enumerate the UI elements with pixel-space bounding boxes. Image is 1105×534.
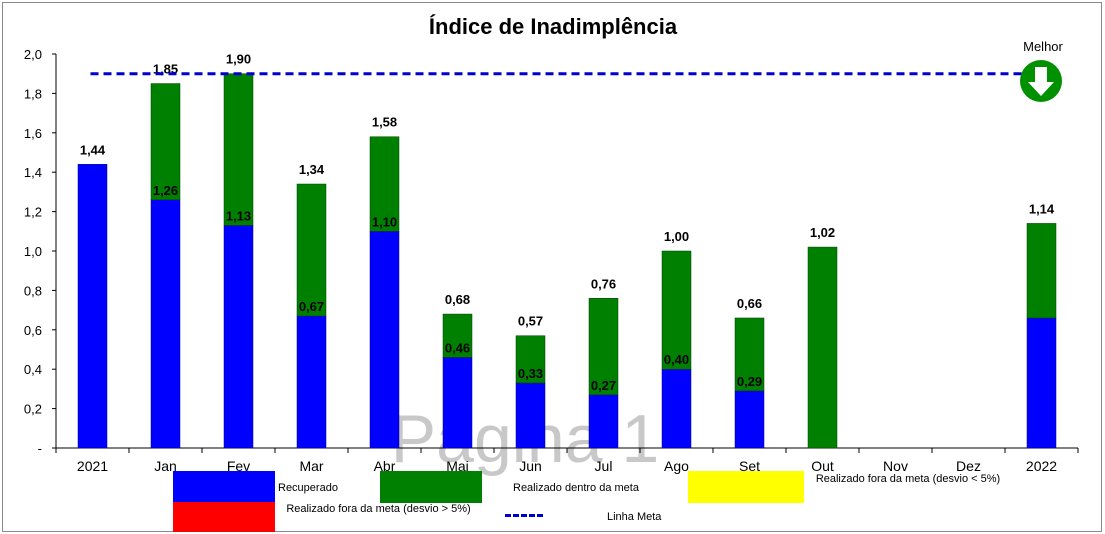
data-label-recuperado: 1,13 (226, 208, 251, 223)
bar-recuperado (369, 231, 400, 449)
bar-recuperado (734, 390, 765, 449)
y-tick-label: 1,2 (24, 205, 42, 220)
legend-label-recuperado: Recuperado (278, 482, 338, 494)
data-label-recuperado: 0,29 (737, 374, 762, 389)
x-tick-label: Out (811, 458, 834, 474)
legend-label-dentro-meta: Realizado dentro da meta (513, 482, 639, 494)
x-tick-label: Mai (446, 458, 469, 474)
legend-swatch-fora-meta-maior (173, 502, 275, 532)
chart-title: Índice de Inadimplência (429, 14, 678, 39)
data-label-total: 0,57 (518, 314, 543, 329)
data-label-total: 1,44 (80, 142, 106, 157)
legend-label-fora-meta-maior: Realizado fora da meta (desvio > 5%) (286, 503, 471, 515)
data-label-total: 1,00 (664, 229, 689, 244)
x-tick-label: Ago (664, 458, 689, 474)
x-tick-label: Fev (227, 458, 250, 474)
x-tick-label: Set (739, 458, 760, 474)
bar-recuperado (150, 199, 181, 449)
bar-recuperado (588, 394, 619, 449)
x-tick-label: Jan (154, 458, 177, 474)
better-indicator: Melhor (1020, 39, 1064, 102)
bar-recuperado (77, 164, 108, 449)
bar-dentro-meta (515, 335, 546, 384)
x-tick-label: Abr (374, 458, 396, 474)
x-tick-label: Mar (299, 458, 323, 474)
y-tick-label: 1,6 (24, 126, 42, 141)
bar-dentro-meta (588, 298, 619, 396)
bar-dentro-meta (734, 317, 765, 392)
bar-recuperado (661, 368, 692, 449)
data-label-recuperado: 0,46 (445, 340, 470, 355)
bar-dentro-meta (661, 250, 692, 370)
better-label: Melhor (1023, 39, 1063, 54)
data-label-total: 0,76 (591, 276, 616, 291)
legend-label-linha-meta: Linha Meta (607, 511, 662, 523)
bar-recuperado (515, 382, 546, 449)
legend-swatch-fora-meta-menor (688, 471, 804, 503)
bar-recuperado (223, 225, 254, 449)
y-tick-label: - (38, 441, 42, 456)
y-tick-label: 0,6 (24, 323, 42, 338)
bar-recuperado (1026, 317, 1057, 449)
legend-label-fora-meta-menor: Realizado fora da meta (desvio < 5%) (815, 473, 1001, 485)
data-label-total: 1,34 (299, 162, 325, 177)
x-tick-label: Dez (956, 458, 981, 474)
bar-dentro-meta (369, 136, 400, 232)
y-tick-label: 1,8 (24, 86, 42, 101)
legend-swatch-linha-meta (505, 514, 543, 517)
bar-dentro-meta (442, 313, 473, 358)
data-label-total: 1,58 (372, 115, 397, 130)
y-tick-label: 0,2 (24, 402, 42, 417)
y-tick-label: 0,4 (24, 362, 42, 377)
data-label-recuperado: 0,40 (664, 352, 689, 367)
bar-recuperado (442, 357, 473, 449)
data-label-total: 1,90 (226, 52, 251, 67)
x-tick-label: Jun (519, 458, 542, 474)
bar-dentro-meta (807, 246, 838, 449)
legend-swatch-dentro-meta (380, 471, 482, 503)
plot-area: - 0,2 0,4 0,6 0,8 1,0 1,2 1,4 1,6 1,8 2,0 2021 Jan Fe… (24, 47, 1079, 474)
data-label-total: 0,66 (737, 296, 762, 311)
bar-dentro-meta (223, 73, 254, 226)
y-tick-label: 0,8 (24, 283, 42, 298)
bar-dentro-meta (150, 83, 181, 201)
bar-dentro-meta (1026, 223, 1057, 319)
down-arrow-icon (1028, 67, 1054, 96)
x-tick-label: 2022 (1026, 458, 1057, 474)
legend-swatch-recuperado (173, 471, 275, 503)
data-label-total: 1,14 (1029, 201, 1055, 216)
y-tick-label: 1,0 (24, 244, 42, 259)
data-label-total: 1,02 (810, 225, 835, 240)
data-label-recuperado: 1,10 (372, 214, 397, 229)
bar-recuperado (296, 315, 327, 449)
bar-dentro-meta (296, 183, 327, 317)
data-label-recuperado: 1,26 (153, 183, 178, 198)
y-tick-label: 1,4 (24, 165, 42, 180)
x-tick-label: 2021 (77, 458, 108, 474)
x-tick-label: Nov (883, 458, 908, 474)
data-label-recuperado: 0,67 (299, 299, 324, 314)
data-label-recuperado: 0,27 (591, 378, 616, 393)
data-label-recuperado: 0,33 (518, 366, 543, 381)
y-tick-label: 2,0 (24, 47, 42, 62)
x-tick-label: Jul (595, 458, 613, 474)
data-label-total: 0,68 (445, 292, 470, 307)
